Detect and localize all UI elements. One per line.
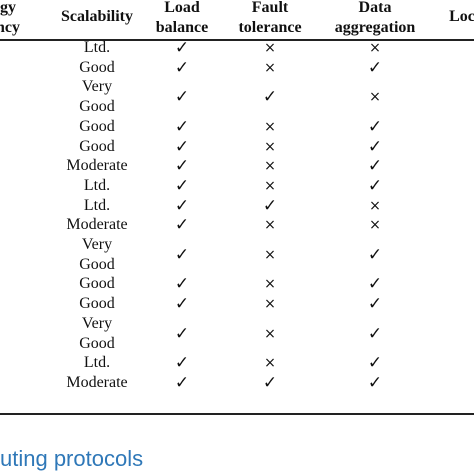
header-cell: aggregation: [334, 19, 416, 36]
data-aggregation-cell: ✓: [367, 372, 383, 393]
scalability-cell: Good: [79, 58, 115, 76]
header-cell: tolerance: [238, 19, 302, 36]
fault-tolerance-cell: ×: [264, 276, 276, 293]
scalability-cell: Good: [79, 295, 115, 313]
caption: uting protocols: [0, 446, 144, 471]
header-cell: Data: [358, 0, 392, 16]
load-balance-cell: ✓: [174, 156, 190, 177]
scalability-cell: Good: [79, 334, 115, 352]
fault-tolerance-cell: ×: [264, 138, 276, 155]
load-balance-cell: ✓: [174, 323, 190, 344]
load-balance-cell: ✓: [174, 116, 190, 137]
fault-tolerance-cell: ×: [264, 118, 276, 135]
data-aggregation-cell: ×: [369, 89, 381, 106]
load-balance-cell: ✓: [174, 87, 190, 108]
scalability-cell: Good: [79, 255, 115, 273]
data-aggregation-cell: ✓: [367, 116, 383, 137]
scalability-cell: Ltd.: [83, 39, 111, 56]
scalability-cell: Moderate: [66, 216, 128, 234]
fault-tolerance-cell: ×: [264, 355, 276, 372]
scalability-cell: Moderate: [66, 157, 128, 175]
header-cell: Loc: [449, 8, 474, 25]
scalability-cell: Ltd.: [83, 196, 111, 214]
load-balance-cell: ✓: [174, 57, 190, 78]
load-balance-cell: ✓: [174, 372, 190, 393]
data-aggregation-cell: ×: [369, 217, 381, 234]
fault-tolerance-cell: ×: [264, 177, 276, 194]
header-cell: balance: [155, 19, 209, 36]
fault-tolerance-cell: ×: [264, 246, 276, 263]
data-aggregation-cell: ✓: [367, 175, 383, 196]
fault-tolerance-cell: ×: [264, 40, 276, 56]
scalability-cell: Very: [81, 78, 113, 96]
scalability-cell: Ltd.: [83, 176, 111, 194]
load-balance-cell: ✓: [174, 38, 190, 58]
header-cell: Scalability: [60, 8, 134, 25]
load-balance-cell: ✓: [174, 274, 190, 295]
data-aggregation-cell: ✓: [367, 156, 383, 177]
data-aggregation-cell: ✓: [367, 57, 383, 78]
header-rule: [0, 39, 474, 41]
fault-tolerance-cell: ✓: [262, 195, 278, 216]
load-balance-cell: ✓: [174, 244, 190, 265]
fault-tolerance-cell: ✓: [262, 87, 278, 108]
scalability-cell: Good: [79, 117, 115, 135]
fault-tolerance-cell: ×: [264, 296, 276, 313]
data-aggregation-cell: ✓: [367, 323, 383, 344]
header-cell: Fault: [251, 0, 289, 16]
bottom-rule: [0, 413, 474, 415]
scalability-cell: Moderate: [66, 373, 128, 391]
header-cell: Load: [164, 0, 200, 16]
load-balance-cell: ✓: [174, 353, 190, 374]
scalability-cell: Good: [79, 137, 115, 155]
fault-tolerance-cell: ×: [264, 59, 276, 76]
data-aggregation-cell: ×: [369, 197, 381, 214]
load-balance-cell: ✓: [174, 294, 190, 315]
data-aggregation-cell: ✓: [367, 244, 383, 265]
header-cell: ncy: [0, 19, 20, 36]
header-cell: gy: [0, 0, 16, 16]
fault-tolerance-cell: ×: [264, 158, 276, 175]
data-aggregation-cell: ✓: [367, 353, 383, 374]
scalability-cell: Good: [79, 275, 115, 293]
data-aggregation-cell: ✓: [367, 274, 383, 295]
data-aggregation-cell: ✓: [367, 294, 383, 315]
load-balance-cell: ✓: [174, 136, 190, 157]
scalability-cell: Very: [81, 314, 113, 332]
fault-tolerance-cell: ×: [264, 325, 276, 342]
fault-tolerance-cell: ✓: [262, 372, 278, 393]
scalability-cell: Very: [81, 236, 113, 253]
fault-tolerance-cell: ×: [264, 217, 276, 234]
scalability-cell: Good: [79, 98, 115, 116]
data-aggregation-cell: ✓: [367, 136, 383, 157]
load-balance-cell: ✓: [174, 195, 190, 216]
load-balance-cell: ✓: [174, 215, 190, 236]
data-aggregation-cell: ×: [369, 40, 381, 56]
load-balance-cell: ✓: [174, 175, 190, 196]
scalability-cell: Ltd.: [83, 354, 111, 372]
